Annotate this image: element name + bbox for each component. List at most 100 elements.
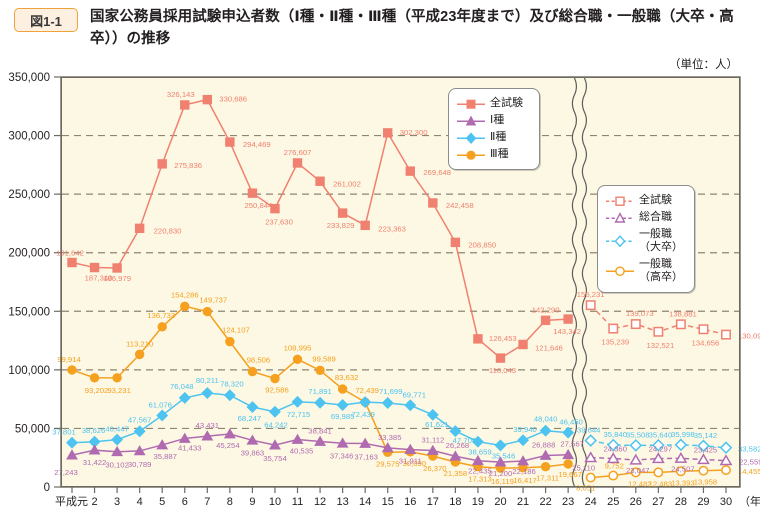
data-label: 208,850 <box>468 240 496 249</box>
data-label: 237,630 <box>265 218 293 227</box>
data-label: 72,439 <box>355 386 379 395</box>
data-label: 30,102 <box>105 461 129 470</box>
legend-new-exams[interactable]: 全試験 総合職 一般職 （大卒） 一般職 （高卒） <box>597 185 695 293</box>
data-label: 17,313 <box>468 475 492 484</box>
data-label: 302,300 <box>400 128 428 137</box>
data-label: 26,370 <box>423 464 447 473</box>
marker-triangle <box>562 448 575 460</box>
x-tick-label: 21 <box>517 496 529 508</box>
data-label: 99,589 <box>312 354 336 363</box>
data-label: 24,297 <box>649 445 673 454</box>
data-label: 35,998 <box>671 430 695 439</box>
data-label: 40,535 <box>290 447 314 456</box>
data-label: 41,433 <box>178 443 202 452</box>
data-label: 22,559 <box>739 458 760 467</box>
legend-new-item-2[interactable]: 一般職 （大卒） <box>605 226 686 256</box>
data-label: 72,439 <box>351 410 375 419</box>
x-tick-label: 26 <box>630 496 642 508</box>
data-label: 149,737 <box>199 296 227 305</box>
legend-old-item-0[interactable]: 全試験 <box>456 95 531 112</box>
data-label: 37,163 <box>354 452 378 461</box>
marker-diamond <box>291 395 304 408</box>
y-tick-label: 100,000 <box>8 365 50 377</box>
x-tick-label: 13 <box>336 496 348 508</box>
marker-circle <box>675 466 686 477</box>
data-label: 35,640 <box>649 430 673 439</box>
x-tick-label: 平成元 <box>55 495 88 508</box>
marker-diamond <box>562 426 575 439</box>
legend-new-item-1[interactable]: 総合職 <box>605 209 686 226</box>
data-label: 110,043 <box>489 366 516 375</box>
triangle-open-icon <box>605 211 635 225</box>
legend-old-item-1[interactable]: Ⅰ種 <box>456 112 531 129</box>
legend-new-label: 一般職 （高卒） <box>639 258 683 283</box>
data-label: 38,626 <box>82 426 106 435</box>
marker-diamond <box>652 438 665 452</box>
series-総合職: 25,110 24,360 23,047 24,297 24,507 23,425 22,5… <box>572 444 760 475</box>
marker-diamond <box>314 396 327 409</box>
data-label: 64,242 <box>264 421 288 430</box>
data-label: 113,210 <box>126 339 153 348</box>
data-label: 31,422 <box>83 458 107 467</box>
marker-triangle <box>404 443 417 454</box>
diamond-open-icon <box>605 234 635 248</box>
data-label: 135,239 <box>601 338 629 347</box>
page-title: 国家公務員採用試験申込者数（Ⅰ種・Ⅱ種・Ⅲ種（平成23年度まで）及び総合職・一般… <box>90 9 734 48</box>
data-label: 39,644 <box>577 426 601 435</box>
data-label: 186,979 <box>103 274 131 283</box>
data-label: 126,453 <box>489 334 517 343</box>
x-tick-label: 16 <box>404 496 416 508</box>
x-tick-label: 14 <box>359 496 371 508</box>
data-label: 242,458 <box>446 201 474 210</box>
data-label: 47,567 <box>128 415 152 424</box>
marker-square <box>202 94 213 105</box>
marker-diamond <box>697 439 710 453</box>
y-tick-label: 50,000 <box>15 423 50 435</box>
marker-triangle <box>223 428 236 439</box>
marker-triangle <box>674 451 688 463</box>
x-tick-label: 15 <box>382 496 394 508</box>
data-label: 29,575 <box>376 459 400 468</box>
legend-old-item-2[interactable]: Ⅱ種 <box>456 129 531 146</box>
marker-diamond <box>269 405 281 418</box>
marker-triangle <box>606 452 620 464</box>
data-label: 187,340 <box>85 274 113 283</box>
marker-square <box>518 339 528 350</box>
marker-diamond <box>246 401 259 414</box>
data-label: 14,455 <box>738 467 760 476</box>
marker-square <box>405 166 415 176</box>
marker-square <box>89 262 100 273</box>
legend-new-item-0[interactable]: 全試験 <box>605 192 686 209</box>
x-tick-label: 27 <box>652 496 664 508</box>
data-label: 25,110 <box>572 464 595 473</box>
legend-old-exams[interactable]: 全試験 Ⅰ種 Ⅱ種 Ⅲ種 <box>448 88 540 170</box>
x-tick-label: 29 <box>697 496 709 508</box>
data-label: 98,506 <box>247 356 271 365</box>
marker-diamond <box>178 391 191 404</box>
marker-diamond <box>336 399 349 411</box>
square-open-icon <box>605 194 635 208</box>
marker-square <box>225 137 235 147</box>
data-label: 130,090 <box>738 332 760 341</box>
data-label: 269,648 <box>423 168 451 177</box>
legend-new-item-3[interactable]: 一般職 （高卒） <box>605 256 686 286</box>
x-tick-label: 12 <box>314 496 326 508</box>
data-label: 30,090 <box>403 459 427 468</box>
marker-triangle <box>697 453 710 465</box>
data-label: 68,247 <box>238 414 262 423</box>
marker-diamond <box>223 389 236 402</box>
data-label: 143,342 <box>553 327 581 336</box>
marker-square <box>337 208 348 218</box>
data-label: 22,186 <box>512 467 536 476</box>
marker-circle <box>585 472 596 483</box>
y-tick-label: 200,000 <box>8 248 50 260</box>
data-label: 21,358 <box>444 469 468 478</box>
data-label: 31,911 <box>399 457 422 466</box>
marker-triangle <box>246 434 259 445</box>
legend-old-item-3[interactable]: Ⅲ種 <box>456 146 531 163</box>
diamond-icon <box>456 131 486 145</box>
marker-circle <box>67 365 77 375</box>
